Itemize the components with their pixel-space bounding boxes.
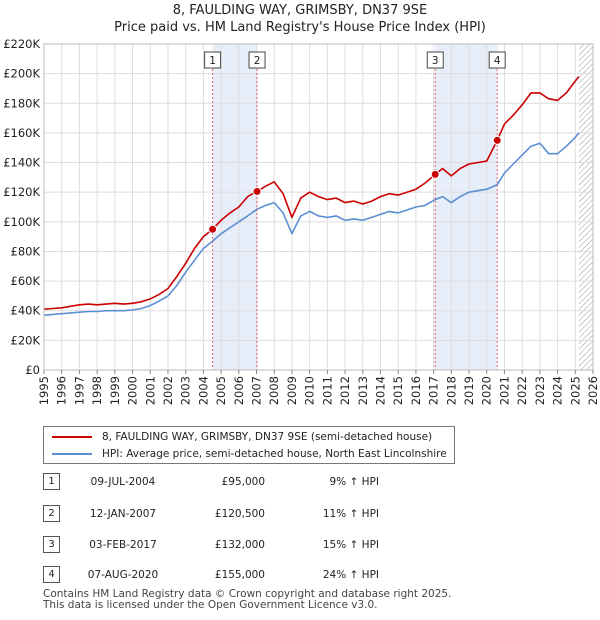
sale-marker-label: 4 [494,55,501,67]
x-tick-label: 2008 [267,376,281,405]
sale-marker-box [488,51,506,69]
x-tick-label: 2021 [497,376,511,405]
footer-line-1: Contains HM Land Registry data © Crown c… [43,588,452,600]
sale-number: 3 [43,536,60,553]
sale-price: £95,000 [221,476,265,488]
y-tick-label: £160K [3,126,40,140]
legend-swatch-hpi [52,453,92,455]
x-tick-label: 2019 [462,376,476,405]
sale-row: 3 03-FEB-2017 £132,000 15% ↑ HPI [43,536,463,554]
sale-date: 07-AUG-2020 [87,569,159,581]
sale-date: 03-FEB-2017 [89,539,157,551]
x-tick-label: 2010 [303,376,317,405]
x-tick-label: 1996 [55,376,69,405]
x-tick-label: 2006 [232,376,246,405]
sale-point [430,169,440,179]
y-tick-label: £0 [25,363,40,377]
sale-hpi-change: 24% ↑ HPI [322,569,379,581]
y-tick-label: £60K [11,274,41,288]
sale-marker-label: 2 [254,55,261,67]
sale-hpi-change: 15% ↑ HPI [322,539,379,551]
footer-attribution: Contains HM Land Registry data © Crown c… [43,589,451,611]
sale-number: 2 [43,505,60,522]
sale-date: 12-JAN-2007 [89,508,157,520]
x-tick-label: 2022 [515,376,529,405]
x-tick-label: 2016 [409,376,423,405]
x-tick-label: 2013 [356,376,370,405]
x-tick-label: 2025 [568,376,582,405]
x-tick-label: 1995 [37,376,51,405]
series-line-hpi [43,132,580,316]
forecast-hatch [578,44,593,370]
sale-hpi-change: 9% ↑ HPI [329,476,379,488]
legend: 8, FAULDING WAY, GRIMSBY, DN37 9SE (semi… [43,426,455,464]
sale-price: £132,000 [214,539,265,551]
sale-number: 1 [43,473,60,490]
plot-frame [43,43,594,371]
x-tick-label: 2014 [373,376,387,405]
y-tick-label: £200K [3,67,40,81]
sale-number: 4 [43,566,60,583]
legend-label-hpi: HPI: Average price, semi-detached house,… [102,448,447,460]
y-tick-label: £20K [11,333,41,347]
x-tick-label: 1997 [72,376,86,405]
sale-hpi-change: 11% ↑ HPI [322,508,379,520]
x-tick-label: 2004 [196,376,210,405]
sale-marker-box [204,51,222,69]
plot-background [44,44,593,370]
x-tick-label: 2007 [250,376,264,405]
x-tick-label: 2015 [391,376,405,405]
sale-marker-label: 3 [432,55,439,67]
y-tick-label: £100K [3,215,40,229]
sale-point [208,224,218,234]
x-tick-label: 2011 [320,376,334,405]
sale-row: 4 07-AUG-2020 £155,000 24% ↑ HPI [43,566,463,584]
x-tick-label: 2000 [126,376,140,405]
x-tick-label: 2009 [285,376,299,405]
title-line-2: Price paid vs. HM Land Registry's House … [114,20,486,35]
x-tick-label: 2003 [179,376,193,405]
y-tick-label: £140K [3,156,40,170]
x-tick-label: 2017 [427,376,441,405]
y-tick-label: £120K [3,185,40,199]
y-tick-label: £220K [3,37,40,51]
sale-row: 2 12-JAN-2007 £120,500 11% ↑ HPI [43,505,463,523]
x-tick-label: 2001 [143,376,157,405]
sale-row: 1 09-JUL-2004 £95,000 9% ↑ HPI [43,473,463,491]
footer-line-2: This data is licensed under the Open Gov… [43,599,378,611]
y-tick-label: £180K [3,96,40,110]
title-line-1: 8, FAULDING WAY, GRIMSBY, DN37 9SE [172,3,428,18]
legend-swatch-property [52,436,92,438]
x-tick-label: 2018 [444,376,458,405]
x-tick-label: 2002 [161,376,175,405]
chart-title: 8, FAULDING WAY, GRIMSBY, DN37 9SE Price… [0,2,600,36]
x-tick-label: 2005 [214,376,228,405]
sale-point [492,135,502,145]
sale-marker-label: 1 [209,55,216,67]
sale-marker-box [248,51,266,69]
y-tick-label: £40K [11,304,41,318]
x-tick-label: 2020 [480,376,494,405]
legend-item-property: 8, FAULDING WAY, GRIMSBY, DN37 9SE (semi… [52,429,432,445]
sale-point [252,186,262,196]
sale-price: £120,500 [214,508,265,520]
legend-label-property: 8, FAULDING WAY, GRIMSBY, DN37 9SE (semi… [102,431,433,443]
shaded-period [212,44,258,370]
y-tick-label: £80K [11,244,41,258]
price-chart: 1 2 3 4 £0 £20K £40K £60K £80K £100K £120K £140K £1… [3,37,600,405]
x-tick-label: 2026 [586,376,600,405]
x-tick-label: 2023 [533,376,547,405]
x-tick-label: 1999 [108,376,122,405]
x-tick-label: 2012 [338,376,352,405]
x-tick-label: 1998 [90,376,104,405]
sale-marker-box [426,51,444,69]
shaded-period [435,44,498,370]
legend-item-hpi: HPI: Average price, semi-detached house,… [52,446,447,462]
x-tick-label: 2024 [551,376,565,405]
sale-price: £155,000 [214,569,265,581]
sale-date: 09-JUL-2004 [90,476,156,488]
